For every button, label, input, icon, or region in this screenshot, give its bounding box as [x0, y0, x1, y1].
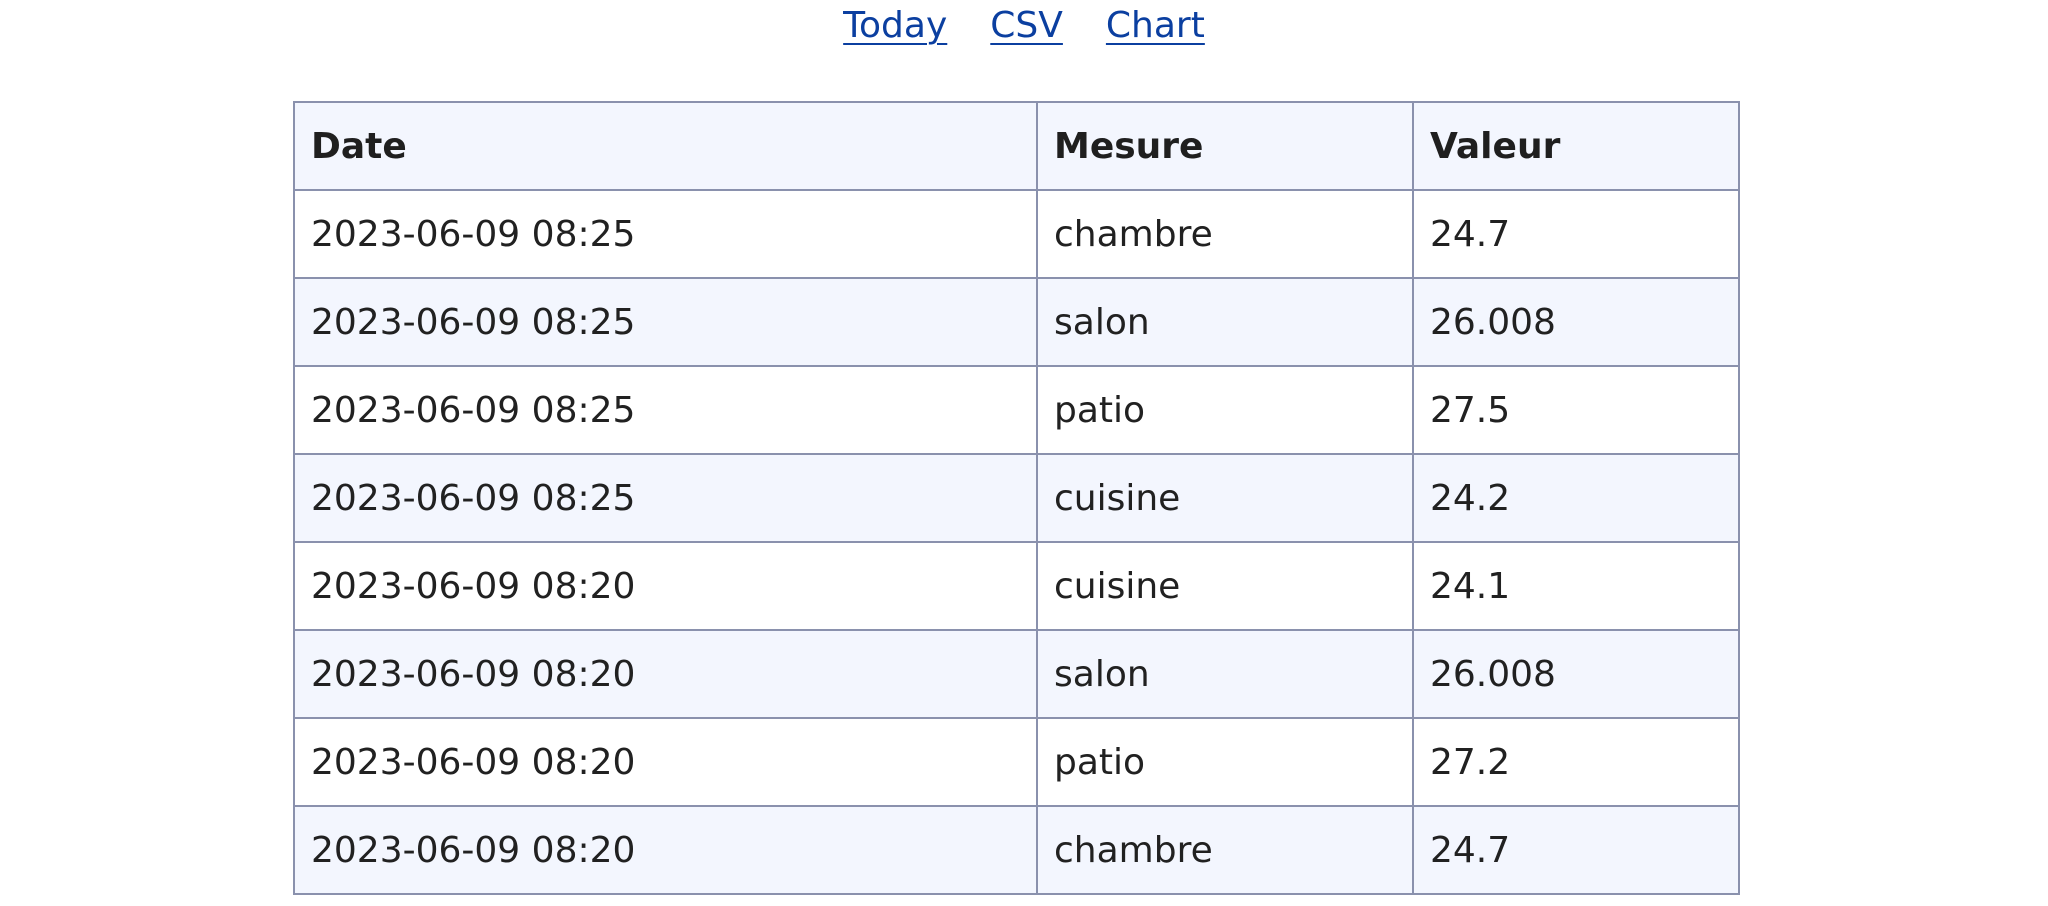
cell-valeur: 27.5	[1412, 365, 1740, 455]
table-row: 2023-06-09 08:20 chambre 24.7	[293, 805, 1740, 895]
table-row: 2023-06-09 08:20 patio 27.2	[293, 717, 1740, 807]
cell-valeur: 24.7	[1412, 805, 1740, 895]
today-link[interactable]: Today	[843, 5, 948, 46]
cell-mesure: patio	[1036, 365, 1414, 455]
cell-date: 2023-06-09 08:20	[293, 717, 1038, 807]
chart-link[interactable]: Chart	[1105, 5, 1205, 46]
cell-valeur: 26.008	[1412, 277, 1740, 367]
header-mesure: Mesure	[1036, 101, 1414, 191]
table-header-row: Date Mesure Valeur	[293, 101, 1740, 191]
cell-date: 2023-06-09 08:25	[293, 277, 1038, 367]
measurements-table: Date Mesure Valeur 2023-06-09 08:25 chamb…	[293, 101, 1740, 895]
cell-mesure: cuisine	[1036, 541, 1414, 631]
cell-mesure: chambre	[1036, 189, 1414, 279]
table-body: 2023-06-09 08:25 chambre 24.7 2023-06-09 08…	[293, 189, 1740, 895]
cell-valeur: 26.008	[1412, 629, 1740, 719]
csv-link[interactable]: CSV	[990, 5, 1063, 46]
table-row: 2023-06-09 08:25 chambre 24.7	[293, 189, 1740, 279]
cell-date: 2023-06-09 08:25	[293, 365, 1038, 455]
table-row: 2023-06-09 08:25 cuisine 24.2	[293, 453, 1740, 543]
cell-date: 2023-06-09 08:20	[293, 541, 1038, 631]
cell-mesure: salon	[1036, 629, 1414, 719]
cell-valeur: 24.7	[1412, 189, 1740, 279]
cell-date: 2023-06-09 08:25	[293, 453, 1038, 543]
cell-date: 2023-06-09 08:20	[293, 805, 1038, 895]
cell-date: 2023-06-09 08:20	[293, 629, 1038, 719]
header-date: Date	[293, 101, 1038, 191]
cell-mesure: patio	[1036, 717, 1414, 807]
table-row: 2023-06-09 08:25 salon 26.008	[293, 277, 1740, 367]
cell-valeur: 27.2	[1412, 717, 1740, 807]
nav-links: Today CSV Chart	[0, 4, 2048, 48]
measurements-table-container: Date Mesure Valeur 2023-06-09 08:25 chamb…	[293, 101, 1740, 895]
cell-date: 2023-06-09 08:25	[293, 189, 1038, 279]
table-row: 2023-06-09 08:20 salon 26.008	[293, 629, 1740, 719]
cell-mesure: cuisine	[1036, 453, 1414, 543]
cell-mesure: chambre	[1036, 805, 1414, 895]
cell-valeur: 24.2	[1412, 453, 1740, 543]
cell-mesure: salon	[1036, 277, 1414, 367]
header-valeur: Valeur	[1412, 101, 1740, 191]
table-row: 2023-06-09 08:20 cuisine 24.1	[293, 541, 1740, 631]
cell-valeur: 24.1	[1412, 541, 1740, 631]
top-nav: Today CSV Chart	[0, 0, 2048, 56]
table-row: 2023-06-09 08:25 patio 27.5	[293, 365, 1740, 455]
